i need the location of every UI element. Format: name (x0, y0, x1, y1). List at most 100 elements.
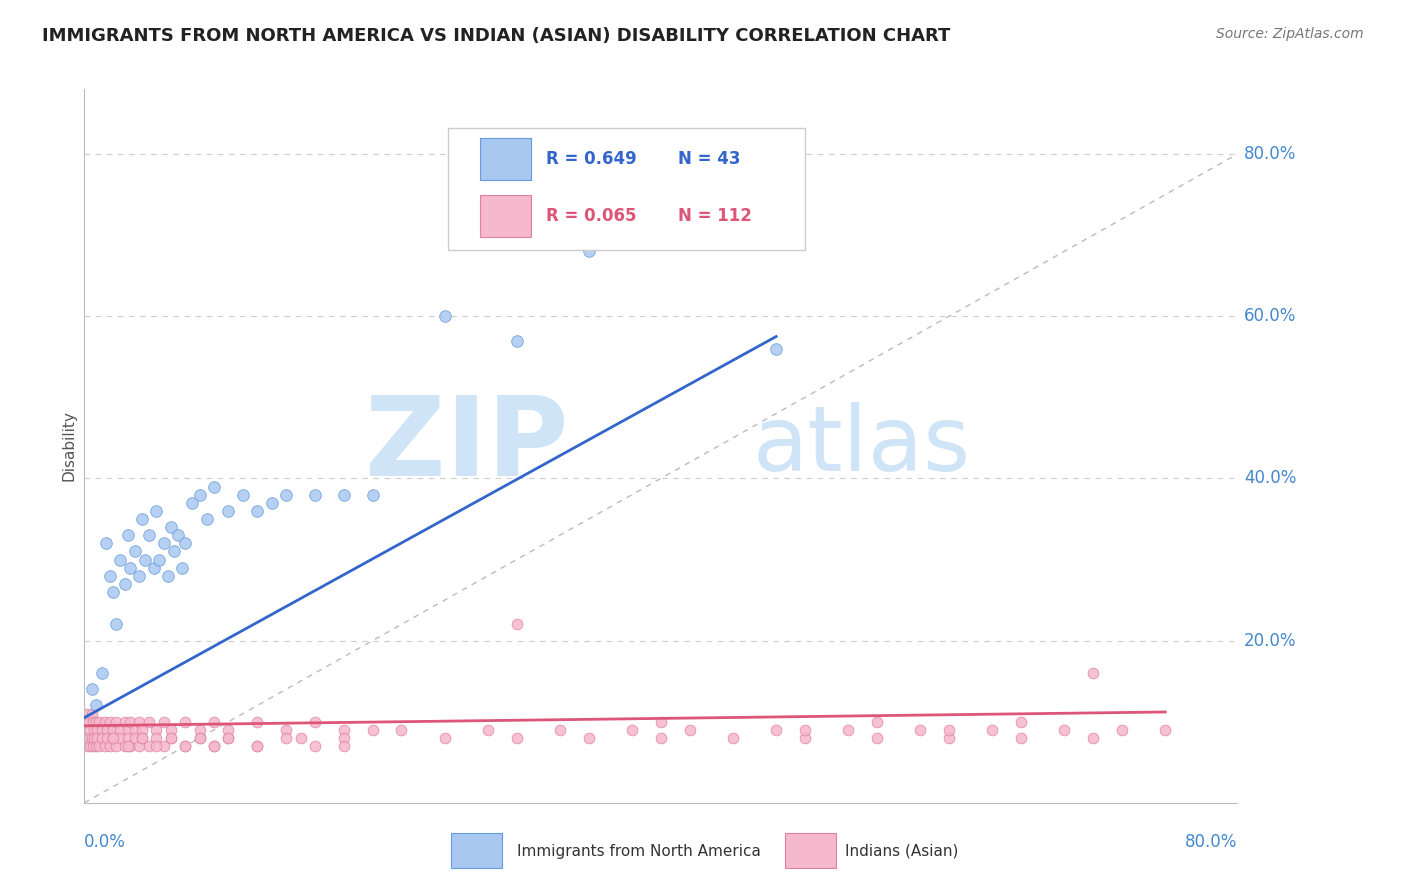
Point (188, 731, 211, 745)
Point (650, 211, 672, 226)
Point (793, 731, 815, 745)
Point (77, 731, 100, 745)
Point (87, 714, 110, 729)
Point (174, 714, 197, 729)
Point (246, 504, 269, 518)
Point (145, 723, 167, 737)
Point (93, 739, 115, 753)
Point (98, 714, 121, 729)
Point (142, 560, 165, 574)
Point (76, 739, 98, 753)
Point (981, 723, 1004, 737)
Text: R = 0.065: R = 0.065 (546, 207, 636, 225)
Point (160, 731, 183, 745)
Point (110, 723, 132, 737)
Point (866, 714, 889, 729)
Point (73, 731, 96, 745)
Point (195, 512, 218, 526)
Point (304, 714, 326, 729)
Text: N = 43: N = 43 (678, 150, 741, 168)
FancyBboxPatch shape (479, 194, 530, 237)
Point (174, 739, 197, 753)
Point (105, 739, 128, 753)
FancyBboxPatch shape (451, 833, 502, 869)
Point (506, 731, 529, 745)
Point (163, 544, 186, 558)
Point (506, 617, 529, 632)
Point (202, 739, 225, 753)
Point (172, 560, 194, 574)
Point (131, 731, 153, 745)
Point (117, 528, 139, 542)
Point (114, 577, 136, 591)
Point (678, 723, 700, 737)
Point (73, 714, 96, 729)
Point (1081, 666, 1104, 681)
Point (94, 536, 117, 550)
Point (84, 739, 107, 753)
Point (274, 731, 298, 745)
Point (84, 714, 107, 729)
Point (938, 723, 960, 737)
Point (117, 723, 139, 737)
Point (260, 496, 283, 510)
Point (114, 739, 136, 753)
Point (117, 731, 139, 745)
Point (578, 731, 600, 745)
Point (721, 731, 744, 745)
Point (650, 731, 672, 745)
Point (156, 568, 179, 582)
Point (765, 723, 787, 737)
Point (103, 585, 124, 599)
Point (908, 723, 931, 737)
Text: 80.0%: 80.0% (1185, 833, 1237, 851)
Text: N = 112: N = 112 (678, 207, 752, 225)
Point (621, 723, 644, 737)
Point (128, 739, 150, 753)
Point (138, 528, 160, 542)
Text: 40.0%: 40.0% (1244, 469, 1296, 487)
Text: 0.0%: 0.0% (84, 833, 127, 851)
Point (120, 739, 142, 753)
Point (77, 714, 100, 729)
Point (332, 488, 354, 502)
Point (105, 714, 128, 729)
Text: Immigrants from North America: Immigrants from North America (517, 844, 761, 859)
Point (86, 731, 108, 745)
Point (217, 723, 239, 737)
Point (76, 706, 98, 721)
Point (188, 723, 211, 737)
FancyBboxPatch shape (786, 833, 837, 869)
FancyBboxPatch shape (447, 128, 804, 250)
Point (202, 714, 225, 729)
Point (160, 520, 183, 534)
Text: 20.0%: 20.0% (1244, 632, 1296, 649)
Point (80, 682, 103, 697)
Point (160, 731, 183, 745)
Point (98, 739, 121, 753)
Point (152, 739, 174, 753)
Point (304, 739, 326, 753)
Point (332, 723, 354, 737)
Point (103, 731, 124, 745)
Point (188, 731, 211, 745)
Point (103, 731, 124, 745)
Point (145, 739, 167, 753)
Point (290, 731, 312, 745)
Text: atlas: atlas (754, 402, 972, 490)
Point (131, 512, 153, 526)
Point (217, 731, 239, 745)
Point (82, 714, 104, 729)
Point (128, 714, 150, 729)
Point (174, 536, 197, 550)
Point (134, 552, 156, 566)
Point (80, 706, 103, 721)
Point (86, 723, 108, 737)
Point (114, 714, 136, 729)
Text: Source: ZipAtlas.com: Source: ZipAtlas.com (1216, 27, 1364, 41)
Point (274, 488, 298, 502)
Point (174, 739, 197, 753)
Point (274, 723, 298, 737)
FancyBboxPatch shape (479, 137, 530, 180)
Point (90, 666, 112, 681)
